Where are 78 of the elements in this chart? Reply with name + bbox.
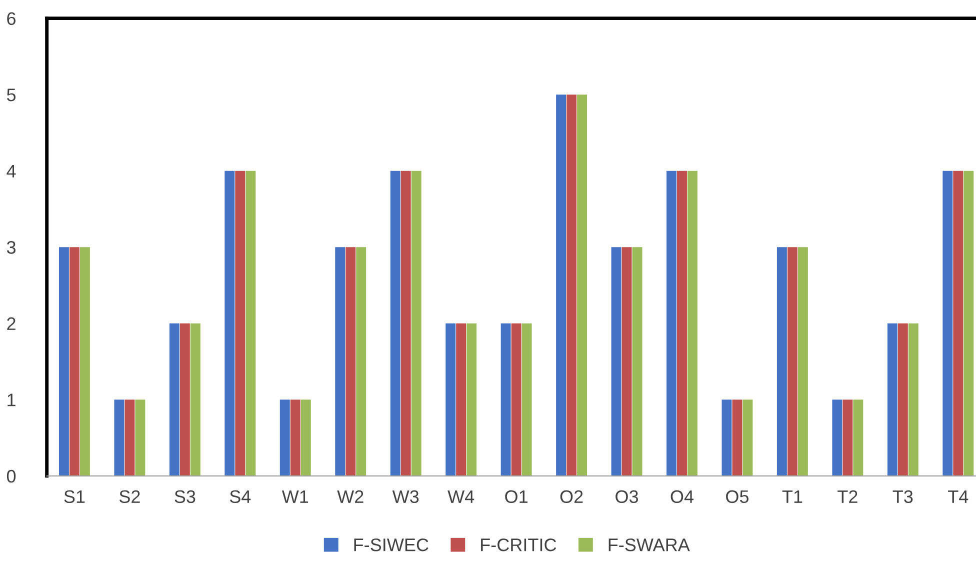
- bar: [190, 323, 200, 476]
- x-tick-label: S2: [119, 490, 140, 504]
- bar: [280, 400, 290, 476]
- legend-label: F-SWARA: [608, 538, 690, 552]
- bar: [798, 247, 808, 476]
- bar: [346, 247, 356, 476]
- bar: [942, 170, 953, 476]
- bar: [300, 400, 311, 476]
- x-tick-label: W2: [337, 490, 364, 503]
- x-tick-label: T2: [838, 490, 858, 503]
- bar: [411, 170, 422, 476]
- x-tick-label: O5: [726, 490, 749, 504]
- y-tick-label: 1: [8, 394, 16, 406]
- x-tick-label: W1: [282, 490, 308, 503]
- bar: [466, 323, 477, 476]
- bar: [622, 247, 632, 476]
- bar: [135, 400, 146, 476]
- x-tick-label: O2: [560, 490, 583, 504]
- bar: [787, 247, 798, 476]
- bar: [124, 400, 135, 476]
- bar: [456, 323, 466, 476]
- x-tick-label: W3: [392, 490, 419, 504]
- bar: [776, 247, 787, 476]
- x-tick-label: O1: [505, 490, 528, 504]
- bar: [842, 400, 853, 476]
- x-tick-label: O3: [616, 490, 638, 504]
- bar: [887, 323, 898, 476]
- y-tick-label: 3: [6, 241, 16, 254]
- bar: [732, 400, 742, 476]
- bar: [356, 247, 366, 476]
- bar: [114, 400, 124, 476]
- bar: [577, 94, 588, 476]
- x-tick-label: T3: [892, 490, 913, 504]
- y-tick-label: 6: [7, 12, 16, 26]
- bar: [666, 170, 676, 476]
- bar: [832, 400, 842, 476]
- bar: [566, 94, 577, 476]
- bar: [908, 323, 918, 476]
- y-tick-label: 0: [6, 470, 16, 483]
- bar: [235, 170, 246, 476]
- x-tick-label: S3: [174, 490, 196, 504]
- bar: [632, 247, 642, 476]
- legend-label: F-SIWEC: [354, 538, 428, 552]
- bar: [169, 323, 180, 476]
- y-tick-label: 4: [6, 164, 16, 178]
- x-tick-label: O4: [670, 490, 694, 504]
- bar: [898, 323, 908, 476]
- bar: [290, 400, 300, 476]
- bar: [224, 170, 235, 476]
- bar: [58, 247, 69, 476]
- bar: [335, 247, 346, 476]
- legend-label: F-CRITIC: [481, 538, 556, 552]
- bar: [69, 247, 80, 476]
- x-tick-label: S4: [230, 490, 251, 504]
- bar: [722, 400, 732, 476]
- x-tick-label: S1: [64, 490, 85, 504]
- bar: [853, 400, 864, 476]
- bar: [390, 170, 400, 476]
- x-tick-label: T4: [948, 490, 968, 503]
- bar: [688, 170, 698, 476]
- y-tick-label: 2: [7, 317, 16, 330]
- bar: [500, 323, 511, 476]
- bar: [246, 170, 256, 476]
- bar: [400, 170, 411, 476]
- x-tick-label: T1: [782, 490, 802, 503]
- bar: [522, 323, 532, 476]
- x-tick-label: W4: [448, 490, 474, 503]
- bar: [677, 170, 687, 476]
- bar: [556, 94, 566, 476]
- bar: [180, 323, 190, 476]
- bar: [611, 247, 622, 476]
- y-tick-label: 5: [6, 88, 16, 102]
- bar: [964, 170, 974, 476]
- bar: [742, 400, 753, 476]
- bar: [511, 323, 522, 476]
- bar: [80, 247, 90, 476]
- bar: [953, 170, 964, 476]
- bar: [446, 323, 456, 476]
